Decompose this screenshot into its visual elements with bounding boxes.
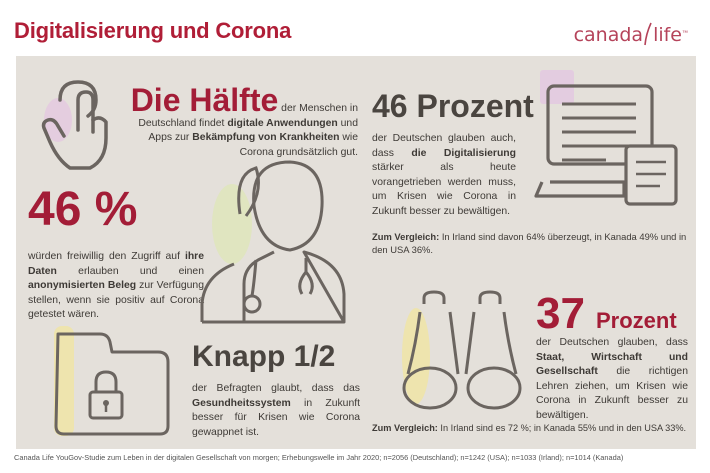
block2-comparison: Zum Vergleich: In Irland sind davon 64% … xyxy=(372,230,690,256)
source-footnote: Canada Life YouGov-Studie zum Leben in d… xyxy=(14,453,624,462)
block3-headline: 46 % xyxy=(28,183,138,236)
block1-text-2: und Apps zur xyxy=(148,117,358,144)
binoculars-icon xyxy=(402,290,522,410)
block2-compare-text: In Irland sind davon 64% überzeugt, in K… xyxy=(372,231,687,255)
block5-paragraph: der Befragten glaubt, dass das Gesundhei… xyxy=(192,382,360,440)
block4-paragraph: der Deutschen glauben, dass Staat, Wirts… xyxy=(536,336,688,423)
block2-headline: 46 Prozent xyxy=(372,88,534,124)
block5-bold-1: Gesundheitssystem xyxy=(192,397,291,409)
block1-paragraph: Die Hälfte der Menschen in Deutschland f… xyxy=(128,84,358,160)
block1-headline: Die Hälfte xyxy=(130,82,279,118)
canada-life-logo[interactable]: canada life™ xyxy=(574,22,688,52)
block4-text-1: der Deutschen glauben, dass xyxy=(536,337,688,348)
block1-bold-1: digitale Anwendungen xyxy=(227,117,338,129)
block3-text-2: erlauben und einen xyxy=(56,265,204,277)
logo-word-canada: canada xyxy=(573,24,644,46)
block1-bold-2: Bekämpfung von Krankheiten xyxy=(192,132,340,143)
block5-text-1: der Befragten glaubt, dass das xyxy=(192,383,360,394)
block4-bold-1: Staat, Wirtschaft und Gesellschaft xyxy=(536,351,688,378)
block3-bold-1: ihre Daten xyxy=(28,251,204,277)
block3-paragraph: würden freiwillig den Zugriff auf ihre D… xyxy=(28,250,204,323)
folder-lock-icon xyxy=(54,326,170,436)
hand-touch-icon xyxy=(41,80,108,170)
computer-documents-icon xyxy=(534,70,678,206)
block4-compare-label: Zum Vergleich: xyxy=(372,423,438,433)
logo-word-life: life xyxy=(653,24,682,46)
logo-stroke-icon xyxy=(643,22,653,46)
block4-headline-word: Prozent xyxy=(596,308,677,333)
block1-text-3: wie Corona grundsätzlich gut. xyxy=(239,132,358,158)
block4-headline-number: 37 xyxy=(536,289,585,338)
block2-text-2: stärker als heute vorangetrieben werden … xyxy=(372,162,516,217)
infographic-panel: Die Hälfte der Menschen in Deutschland f… xyxy=(16,56,696,449)
doctor-icon xyxy=(200,160,346,324)
logo-trademark: ™ xyxy=(682,30,688,37)
page-title: Digitalisierung und Corona xyxy=(14,18,292,43)
block4-compare-text: In Irland sind es 72 %; in Kanada 55% un… xyxy=(437,423,687,433)
block3-text-3: zur Verfügung stellen, wenn sie positiv … xyxy=(28,280,204,320)
block2-text-1: der Deutschen glauben auch, dass xyxy=(372,133,516,159)
block5-headline: Knapp 1/2 xyxy=(192,340,336,373)
block3-bold-2: anonymisierten Beleg xyxy=(28,280,137,291)
block2-paragraph: der Deutschen glauben auch, dass die Dig… xyxy=(372,132,516,219)
block5-text-2: in Zukunft besser für Krisen wie Corona … xyxy=(192,397,360,438)
block1-text-1: der Menschen in Deutschland findet xyxy=(138,103,358,129)
block4-text-2: die richtigen Lehren ziehen, um Krisen w… xyxy=(536,366,688,421)
block2-bold-1: die Digitalisierung xyxy=(411,147,516,159)
block4-comparison: Zum Vergleich: In Irland sind es 72 %; i… xyxy=(372,422,702,435)
block2-compare-label: Zum Vergleich: xyxy=(372,231,440,242)
block3-text-1: würden freiwillig den Zugriff auf xyxy=(28,251,185,262)
